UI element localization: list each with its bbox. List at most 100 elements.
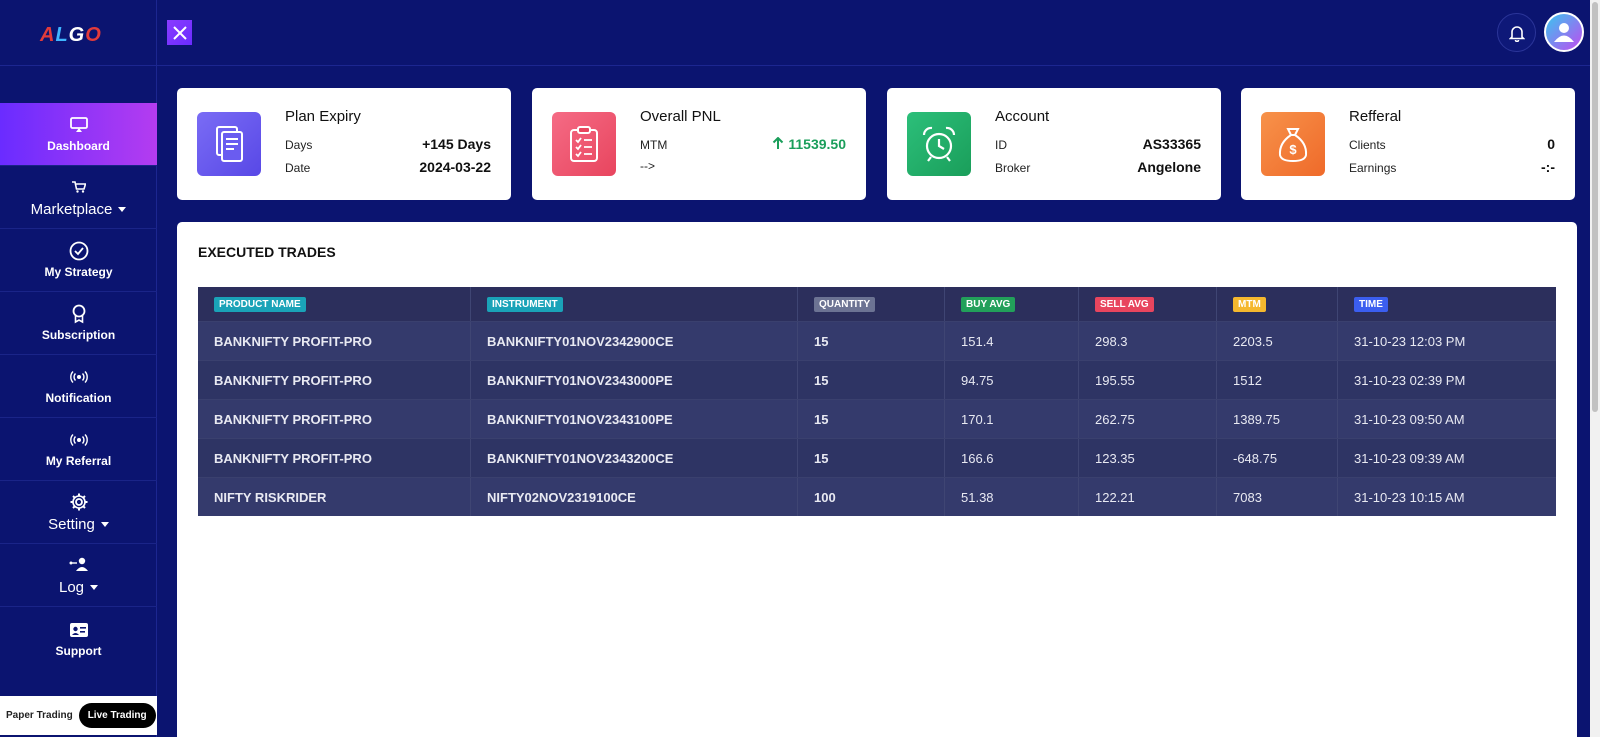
card-key: Date xyxy=(285,161,311,175)
sidebar-item-setting[interactable]: Setting xyxy=(0,481,157,544)
sidebar-item-dashboard[interactable]: Dashboard xyxy=(0,103,157,166)
mtm-number: 11539.50 xyxy=(788,136,846,152)
header-cell[interactable]: SELL AVG xyxy=(1079,287,1217,321)
quantity-cell: 15 xyxy=(798,322,945,360)
quantity-cell: 100 xyxy=(798,478,945,516)
sidebar-item-log[interactable]: Log xyxy=(0,544,157,607)
time-cell: 31-10-23 02:39 PM xyxy=(1354,372,1466,388)
sidebar-item-my-strategy[interactable]: My Strategy xyxy=(0,229,157,292)
instrument-cell: BANKNIFTY01NOV2343100PE xyxy=(471,400,798,438)
chevron-down-icon xyxy=(118,207,127,213)
header-cell[interactable]: PRODUCT NAME xyxy=(198,287,471,321)
product-cell: BANKNIFTY PROFIT-PRO xyxy=(198,322,471,360)
overall-pnl-card: Overall PNL MTM 11539.50 --> xyxy=(532,88,866,200)
header-cell[interactable]: QUANTITY xyxy=(798,287,945,321)
header-cell[interactable]: TIME xyxy=(1338,287,1556,321)
time-cell: 31-10-23 09:50 AM xyxy=(1354,411,1465,427)
instrument-cell: NIFTY02NOV2319100CE xyxy=(471,478,798,516)
buy-avg-cell: 166.6 xyxy=(945,439,1079,477)
quantity-cell: 15 xyxy=(798,439,945,477)
sidebar-item-label: My Referral xyxy=(45,454,112,468)
header-pill: SELL AVG xyxy=(1095,296,1154,312)
header-pill: BUY AVG xyxy=(961,296,1016,312)
sidebar-item-notification[interactable]: Notification xyxy=(0,355,157,418)
live-trading-option[interactable]: Live Trading xyxy=(78,703,156,728)
product-cell: NIFTY RISKRIDER xyxy=(198,478,471,516)
bell-icon xyxy=(1508,25,1525,42)
sidebar-item-label: Notification xyxy=(45,391,112,405)
quantity-cell: 15 xyxy=(798,400,945,438)
cart-icon xyxy=(71,177,86,197)
svg-text:$: $ xyxy=(1289,142,1297,157)
sell-avg-cell: 195.55 xyxy=(1079,361,1217,399)
table-row[interactable]: BANKNIFTY PROFIT-PRO BANKNIFTY01NOV23431… xyxy=(198,399,1556,438)
buy-avg-cell: 170.1 xyxy=(945,400,1079,438)
clients-value: 0 xyxy=(1547,136,1555,152)
card-title: Refferal xyxy=(1349,108,1402,125)
card-title: Overall PNL xyxy=(640,108,721,125)
money-bag-icon: $ xyxy=(1261,112,1325,176)
header-cell[interactable]: INSTRUMENT xyxy=(471,287,798,321)
header-pill: QUANTITY xyxy=(814,296,876,312)
sidebar-item-marketplace[interactable]: Marketplace xyxy=(0,166,157,229)
buy-avg-cell: 94.75 xyxy=(945,361,1079,399)
broker-value: Angelone xyxy=(1137,159,1201,175)
sidebar-item-support[interactable]: Support xyxy=(0,607,157,670)
plan-expiry-card: Plan Expiry Days +145 Days Date 2024-03-22 xyxy=(177,88,511,200)
sidebar-item-subscription[interactable]: Subscription xyxy=(0,292,157,355)
sidebar-item-label: Subscription xyxy=(41,328,116,342)
sell-avg-cell: 262.75 xyxy=(1079,400,1217,438)
mtm-cell: 2203.5 xyxy=(1217,322,1338,360)
executed-trades-panel: EXECUTED TRADES PRODUCT NAME INSTRUMENT … xyxy=(177,222,1577,737)
page-scrollbar[interactable] xyxy=(1590,0,1600,737)
header-cell[interactable]: MTM xyxy=(1217,287,1338,321)
earnings-value: -:- xyxy=(1541,159,1555,175)
card-key: Earnings xyxy=(1349,161,1397,175)
table-row[interactable]: BANKNIFTY PROFIT-PRO BANKNIFTY01NOV23432… xyxy=(198,438,1556,477)
buy-avg-cell: 151.4 xyxy=(945,322,1079,360)
mtm-value: 11539.50 xyxy=(772,136,846,152)
table-row[interactable]: BANKNIFTY PROFIT-PRO BANKNIFTY01NOV23430… xyxy=(198,360,1556,399)
table-row[interactable]: NIFTY RISKRIDER NIFTY02NOV2319100CE 100 … xyxy=(198,477,1556,516)
scrollbar-thumb[interactable] xyxy=(1592,2,1598,412)
instrument-cell: BANKNIFTY01NOV2342900CE xyxy=(471,322,798,360)
card-row: Clients 0 xyxy=(1349,136,1555,152)
mtm-cell: -648.75 xyxy=(1217,439,1338,477)
quantity-cell: 15 xyxy=(798,361,945,399)
sidebar-item-label: Marketplace xyxy=(31,201,127,218)
header-pill: INSTRUMENT xyxy=(487,296,563,312)
days-remaining-value: +145 Days xyxy=(422,136,491,152)
time-cell: 31-10-23 10:15 AM xyxy=(1354,489,1465,505)
buy-avg-cell: 51.38 xyxy=(945,478,1079,516)
sidebar-divider xyxy=(0,65,157,66)
trading-mode-switch[interactable]: Paper Trading Live Trading xyxy=(0,696,157,735)
card-key: ID xyxy=(995,138,1007,152)
card-key[interactable]: --> xyxy=(640,159,655,173)
card-row: ID AS33365 xyxy=(995,136,1201,152)
sidebar-item-my-referral[interactable]: My Referral xyxy=(0,418,157,481)
monitor-icon xyxy=(69,115,88,135)
account-id-value: AS33365 xyxy=(1142,136,1201,152)
table-row[interactable]: BANKNIFTY PROFIT-PRO BANKNIFTY01NOV23429… xyxy=(198,321,1556,360)
brand-logo[interactable]: ALGO xyxy=(40,24,104,52)
chevron-down-icon xyxy=(100,522,109,528)
card-key: Clients xyxy=(1349,138,1386,152)
trades-table: PRODUCT NAME INSTRUMENT QUANTITY BUY AVG… xyxy=(198,287,1556,516)
header-pill: TIME xyxy=(1354,296,1388,312)
avatar[interactable] xyxy=(1544,12,1584,52)
broadcast-icon xyxy=(69,367,88,387)
table-header: PRODUCT NAME INSTRUMENT QUANTITY BUY AVG… xyxy=(198,287,1556,321)
topbar-divider xyxy=(157,65,1600,66)
header-cell[interactable]: BUY AVG xyxy=(945,287,1079,321)
expiry-date-value: 2024-03-22 xyxy=(419,159,491,175)
user-connect-icon xyxy=(69,555,89,575)
instrument-cell: BANKNIFTY01NOV2343200CE xyxy=(471,439,798,477)
close-sidebar-button[interactable] xyxy=(167,20,192,45)
notifications-button[interactable] xyxy=(1497,13,1536,52)
broadcast-icon xyxy=(69,430,88,450)
product-cell: BANKNIFTY PROFIT-PRO xyxy=(198,439,471,477)
product-cell: BANKNIFTY PROFIT-PRO xyxy=(198,400,471,438)
card-row: Date 2024-03-22 xyxy=(285,159,491,175)
header-pill: MTM xyxy=(1233,296,1266,312)
paper-trading-option[interactable]: Paper Trading xyxy=(6,710,73,721)
